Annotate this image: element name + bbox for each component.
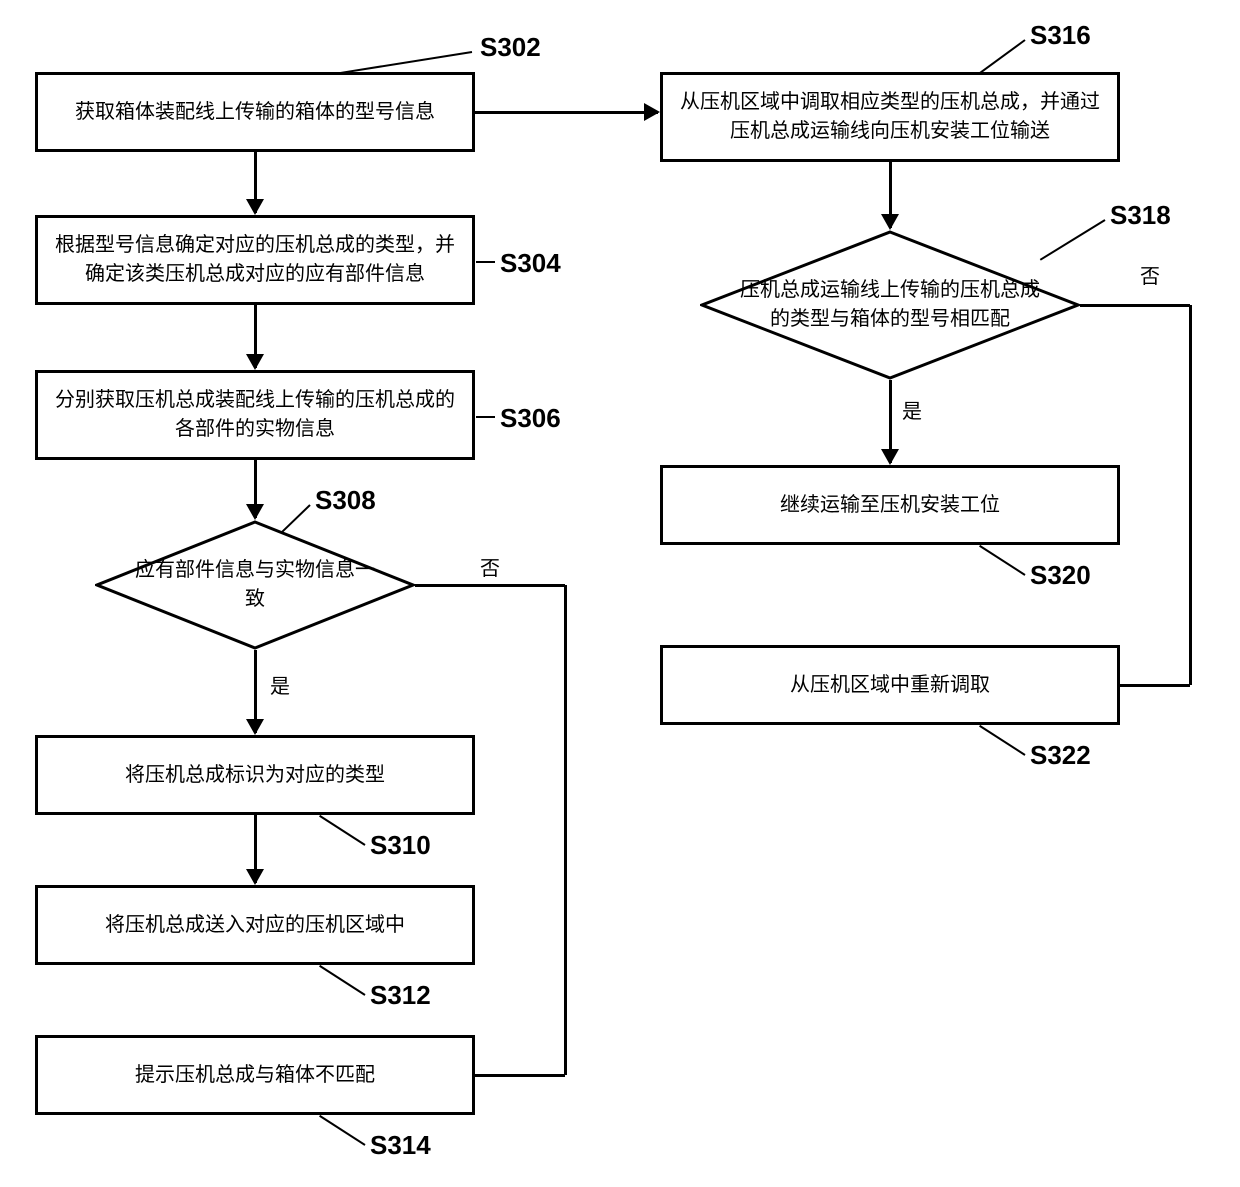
node-s302: 获取箱体装配线上传输的箱体的型号信息: [35, 72, 475, 152]
branch-label-text: 否: [1140, 266, 1160, 288]
edge-segment: [475, 111, 658, 114]
node-text: 应有部件信息与实物信息一致: [135, 556, 375, 614]
arrow-head-icon: [644, 103, 660, 121]
step-label-s306: S306: [500, 403, 561, 434]
arrow-head-icon: [246, 354, 264, 370]
node-s312: 将压机总成送入对应的压机区域中: [35, 885, 475, 965]
edge-segment: [1120, 684, 1190, 687]
step-label-text: S308: [315, 485, 376, 515]
arrow-head-icon: [246, 869, 264, 885]
leader-line: [979, 725, 1025, 756]
node-text: 继续运输至压机安装工位: [780, 491, 1000, 520]
edge-segment: [564, 585, 567, 1075]
node-text: 根据型号信息确定对应的压机总成的类型，并确定该类压机总成对应的应有部件信息: [50, 231, 460, 289]
step-label-s314: S314: [370, 1130, 431, 1161]
arrow-head-icon: [881, 214, 899, 230]
edge-segment: [475, 1074, 565, 1077]
leader-line: [319, 965, 365, 996]
branch-label-text: 是: [270, 676, 290, 698]
edge-segment: [1080, 304, 1190, 307]
arrow-head-icon: [881, 449, 899, 465]
leader-line: [319, 1115, 365, 1146]
node-text: 分别获取压机总成装配线上传输的压机总成的各部件的实物信息: [50, 386, 460, 444]
node-s308: 应有部件信息与实物信息一致: [95, 520, 415, 650]
branch-label-s318_yes: 是: [902, 395, 922, 424]
leader-line: [979, 545, 1025, 576]
step-label-s308: S308: [315, 485, 376, 516]
edge-segment: [415, 584, 565, 587]
node-s310: 将压机总成标识为对应的类型: [35, 735, 475, 815]
step-label-text: S302: [480, 32, 541, 62]
flowchart-canvas: 获取箱体装配线上传输的箱体的型号信息根据型号信息确定对应的压机总成的类型，并确定…: [0, 0, 1240, 1187]
step-label-text: S314: [370, 1130, 431, 1160]
step-label-text: S322: [1030, 740, 1091, 770]
step-label-text: S304: [500, 248, 561, 278]
step-label-s304: S304: [500, 248, 561, 279]
node-text: 获取箱体装配线上传输的箱体的型号信息: [75, 98, 435, 127]
step-label-s318: S318: [1110, 200, 1171, 231]
node-s318: 压机总成运输线上传输的压机总成的类型与箱体的型号相匹配: [700, 230, 1080, 380]
arrow-head-icon: [246, 719, 264, 735]
node-s306: 分别获取压机总成装配线上传输的压机总成的各部件的实物信息: [35, 370, 475, 460]
node-text: 压机总成运输线上传输的压机总成的类型与箱体的型号相匹配: [740, 276, 1040, 334]
step-label-s322: S322: [1030, 740, 1091, 771]
branch-label-s318_no: 否: [1140, 260, 1160, 289]
node-text: 提示压机总成与箱体不匹配: [135, 1061, 375, 1090]
step-label-s316: S316: [1030, 20, 1091, 51]
arrow-head-icon: [246, 199, 264, 215]
node-s304: 根据型号信息确定对应的压机总成的类型，并确定该类压机总成对应的应有部件信息: [35, 215, 475, 305]
step-label-text: S306: [500, 403, 561, 433]
branch-label-s308_yes: 是: [270, 670, 290, 699]
node-s322: 从压机区域中重新调取: [660, 645, 1120, 725]
node-s314: 提示压机总成与箱体不匹配: [35, 1035, 475, 1115]
leader-line: [319, 815, 365, 846]
node-text: 将压机总成标识为对应的类型: [125, 761, 385, 790]
branch-label-text: 是: [902, 401, 922, 423]
step-label-text: S320: [1030, 560, 1091, 590]
node-text: 从压机区域中重新调取: [790, 671, 990, 700]
leader-line: [979, 39, 1025, 74]
node-s320: 继续运输至压机安装工位: [660, 465, 1120, 545]
branch-label-text: 否: [480, 558, 500, 580]
leader-line: [476, 416, 495, 418]
leader-line: [340, 51, 472, 74]
step-label-s320: S320: [1030, 560, 1091, 591]
step-label-text: S316: [1030, 20, 1091, 50]
step-label-text: S310: [370, 830, 431, 860]
step-label-text: S318: [1110, 200, 1171, 230]
step-label-text: S312: [370, 980, 431, 1010]
edge-segment: [1189, 305, 1192, 685]
leader-line: [476, 261, 495, 263]
node-s316: 从压机区域中调取相应类型的压机总成，并通过压机总成运输线向压机安装工位输送: [660, 72, 1120, 162]
node-text: 从压机区域中调取相应类型的压机总成，并通过压机总成运输线向压机安装工位输送: [675, 88, 1105, 146]
node-text: 将压机总成送入对应的压机区域中: [105, 911, 405, 940]
step-label-s312: S312: [370, 980, 431, 1011]
branch-label-s308_no: 否: [480, 552, 500, 581]
arrow-head-icon: [246, 504, 264, 520]
step-label-s310: S310: [370, 830, 431, 861]
step-label-s302: S302: [480, 32, 541, 63]
